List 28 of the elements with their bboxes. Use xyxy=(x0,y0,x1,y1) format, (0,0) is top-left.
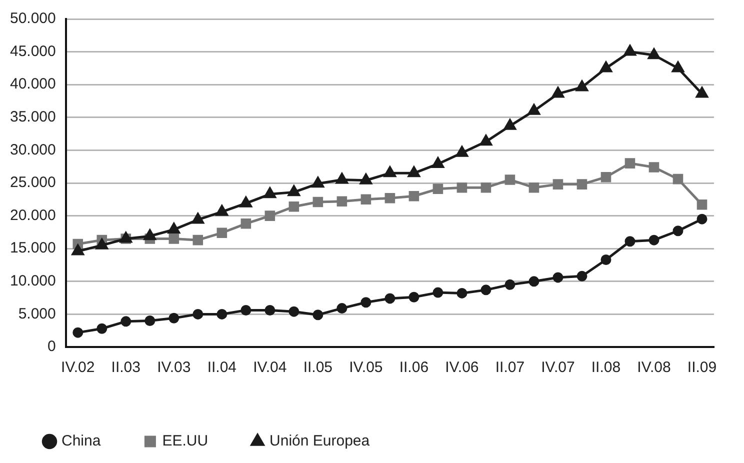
y-tick-label: 45.000 xyxy=(10,42,56,60)
y-tick-label: 50.000 xyxy=(10,10,56,28)
legend-label: China xyxy=(62,432,102,450)
x-tick-label: II.06 xyxy=(399,359,429,376)
x-tick-label: IV.02 xyxy=(61,359,95,376)
y-tick-label: 25.000 xyxy=(10,174,56,192)
y-tick-label: 10.000 xyxy=(10,272,56,290)
x-tick-label: IV.05 xyxy=(349,359,383,376)
x-tick-label: IV.08 xyxy=(637,359,671,376)
x-tick-label: IV.07 xyxy=(541,359,575,376)
x-tick-label: II.03 xyxy=(111,359,140,376)
x-tick-label: II.08 xyxy=(591,359,621,376)
x-tick-label: II.05 xyxy=(303,359,333,376)
x-tick-label: II.04 xyxy=(207,359,236,376)
y-tick-label: 35.000 xyxy=(10,108,56,126)
y-tick-label: 30.000 xyxy=(10,141,56,158)
x-tick-label: II.09 xyxy=(687,359,717,376)
legend-label: EE.UU xyxy=(162,432,208,450)
y-tick-label: 0 xyxy=(48,338,56,356)
y-tick-label: 20.000 xyxy=(10,206,56,224)
legend-label: Unión Europea xyxy=(270,432,370,450)
x-tick-label: II.07 xyxy=(495,359,525,376)
y-tick-label: 5.000 xyxy=(18,305,56,322)
x-tick-label: IV.06 xyxy=(445,359,479,376)
y-tick-label: 40.000 xyxy=(10,76,56,93)
x-tick-label: IV.03 xyxy=(157,359,191,376)
x-tick-label: IV.04 xyxy=(253,359,287,376)
y-tick-label: 15.000 xyxy=(10,240,56,257)
